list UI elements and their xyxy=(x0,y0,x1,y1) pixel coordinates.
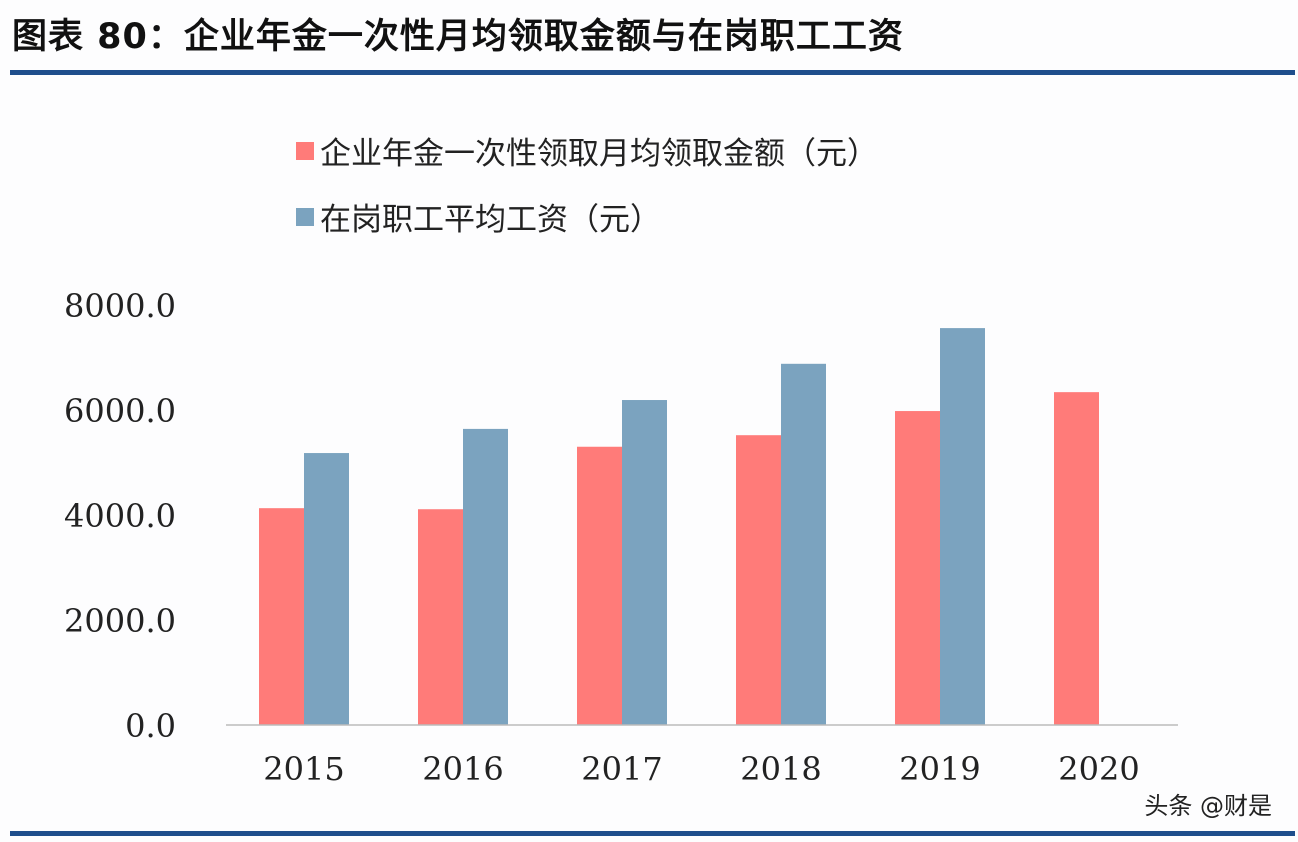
bar-2017-series1 xyxy=(577,446,622,725)
y-tick-label: 4000.0 xyxy=(64,497,176,535)
bar-2018-series1 xyxy=(736,435,781,725)
x-tick-label: 2017 xyxy=(581,750,662,788)
bar-2015-series1 xyxy=(259,508,304,725)
bar-2017-series2 xyxy=(622,400,667,725)
bar-2016-series1 xyxy=(418,509,463,725)
bar-2015-series2 xyxy=(304,453,349,725)
legend-label: 在岗职工平均工资（元） xyxy=(320,202,661,238)
x-tick-label: 2015 xyxy=(263,750,344,788)
legend-swatch xyxy=(296,208,314,226)
y-tick-label: 8000.0 xyxy=(64,287,176,325)
watermark: 头条 @财是 xyxy=(1144,792,1272,820)
bar-2016-series2 xyxy=(463,428,508,725)
chart-title: 图表 80：企业年金一次性月均领取金额与在岗职工工资 xyxy=(12,17,904,57)
bar-2019-series2 xyxy=(940,328,985,725)
y-tick-label: 0.0 xyxy=(125,707,176,745)
x-tick-label: 2018 xyxy=(740,750,821,788)
x-tick-label: 2020 xyxy=(1058,750,1139,788)
bar-2019-series1 xyxy=(895,411,940,725)
y-tick-label: 6000.0 xyxy=(64,392,176,430)
legend-label: 企业年金一次性领取月均领取金额（元） xyxy=(320,136,878,172)
legend-swatch xyxy=(296,142,314,160)
bar-2018-series2 xyxy=(781,363,826,725)
bar-2020-series1 xyxy=(1054,392,1099,725)
top-rule xyxy=(10,70,1295,75)
x-tick-label: 2016 xyxy=(422,750,503,788)
bottom-rule xyxy=(10,831,1295,836)
y-tick-label: 2000.0 xyxy=(64,602,176,640)
x-tick-label: 2019 xyxy=(899,750,980,788)
